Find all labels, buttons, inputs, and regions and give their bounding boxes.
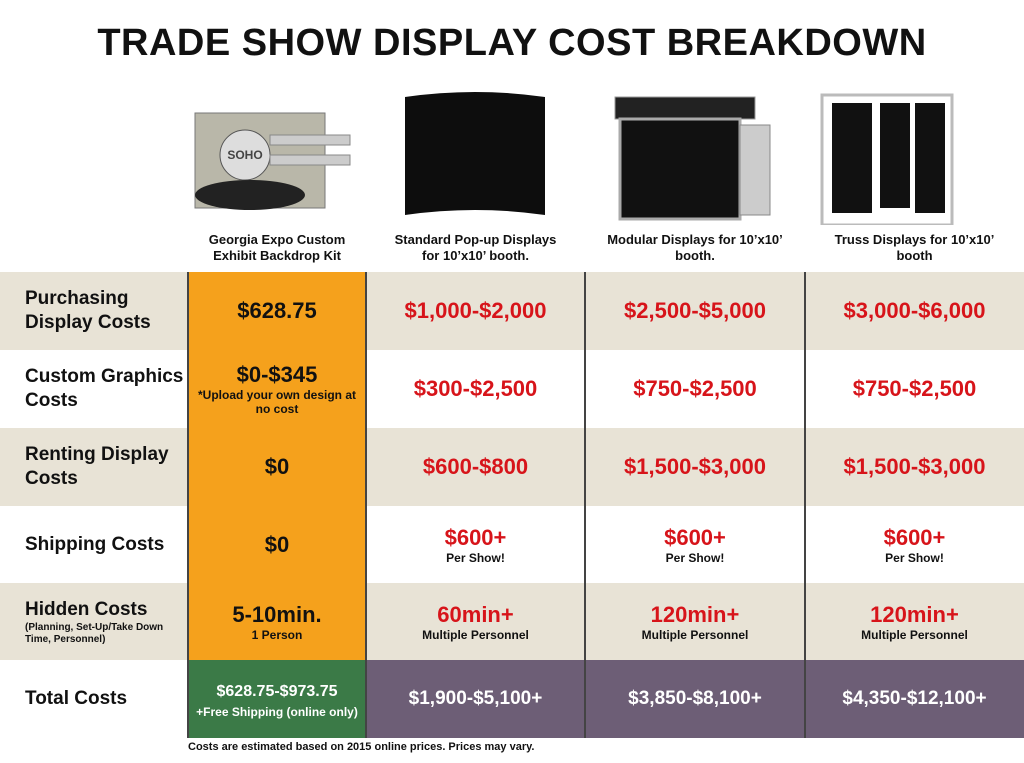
modular-display-image	[614, 96, 771, 221]
cost-cell: 120min+ Multiple Personnel	[805, 583, 1024, 660]
popup-display-image	[405, 92, 545, 215]
row-background	[0, 583, 1024, 660]
cost-cell: 5-10min. 1 Person	[188, 583, 366, 660]
cost-value: 120min+	[870, 601, 959, 627]
row-background	[0, 350, 1024, 428]
row-background	[0, 506, 1024, 583]
row-label: Total Costs	[25, 660, 185, 738]
cost-value: $1,000-$2,000	[404, 298, 547, 323]
cost-cell: $1,500-$3,000	[585, 428, 805, 506]
cost-cell: $4,350-$12,100+	[805, 660, 1024, 738]
row-label-text: Shipping Costs	[25, 533, 165, 555]
cost-value: 60min+	[437, 601, 514, 627]
cost-note: +Free Shipping (online only)	[196, 705, 358, 719]
cost-cell: $300-$2,500	[366, 350, 585, 428]
cost-value: $600-$800	[422, 454, 529, 479]
cost-value: $1,900-$5,100+	[408, 688, 543, 709]
cost-value: $1,500-$3,000	[843, 454, 986, 479]
cost-value: $3,000-$6,000	[843, 298, 986, 323]
cost-note: 1 Person	[251, 627, 303, 642]
backdrop-kit-image: SOHO	[194, 112, 351, 210]
cost-value: $4,350-$12,100+	[842, 688, 987, 709]
column-label: Truss Displays for 10’x10’ booth	[834, 232, 995, 263]
row-label-text: Custom Graphics Costs	[25, 366, 184, 411]
cost-note: Multiple Personnel	[422, 627, 529, 642]
cost-cell: $3,850-$8,100+	[585, 660, 805, 738]
cost-cell: $0	[188, 428, 366, 506]
row-label: Hidden Costs (Planning, Set-Up/Take Down …	[25, 583, 185, 660]
row-label-text: Purchasing Display Costs	[25, 288, 151, 333]
cost-cell: $0-$345 *Upload your own design at no cos…	[188, 350, 366, 428]
cost-cell: $600-$800	[366, 428, 585, 506]
cost-value: $2,500-$5,000	[624, 298, 766, 323]
row-label: Renting Display Costs	[25, 428, 185, 506]
cost-cell: $1,900-$5,100+	[366, 660, 585, 738]
svg-text:SOHO: SOHO	[227, 148, 262, 162]
cost-cell: $1,000-$2,000	[366, 272, 585, 350]
cost-cell: 120min+ Multiple Personnel	[585, 583, 805, 660]
cost-cell: 60min+ Multiple Personnel	[366, 583, 585, 660]
cost-note: Per Show!	[885, 550, 944, 565]
cost-value: $600+	[444, 524, 507, 550]
cost-value: $0	[264, 531, 290, 557]
cost-value: $628.75-$973.75	[216, 683, 338, 700]
cost-cell: $600+ Per Show!	[585, 506, 805, 583]
row-label-text: Total Costs	[25, 688, 128, 709]
cost-cell: $750-$2,500	[585, 350, 805, 428]
cost-note: *Upload your own design at no cost	[197, 388, 356, 416]
cost-cell: $3,000-$6,000	[805, 272, 1024, 350]
row-label-text: Renting Display Costs	[25, 444, 169, 489]
cost-cell: $2,500-$5,000	[585, 272, 805, 350]
cost-value: 120min+	[650, 601, 740, 627]
row-sublabel: (Planning, Set-Up/Take Down Time, Person…	[25, 621, 164, 645]
column-divider	[365, 272, 367, 738]
cost-value: $3,850-$8,100+	[628, 688, 762, 709]
column-label: Modular Displays for 10’x10’ booth.	[607, 232, 783, 263]
cost-note: Multiple Personnel	[861, 627, 968, 642]
cost-cell: $600+ Per Show!	[366, 506, 585, 583]
cost-value: $750-$2,500	[633, 376, 757, 401]
cost-value: $628.75	[237, 298, 317, 323]
cost-value: $600+	[664, 524, 726, 550]
cost-cell: $628.75	[188, 272, 366, 350]
cost-value: $0-$345	[236, 362, 318, 387]
cost-cell: $750-$2,500	[805, 350, 1024, 428]
truss-display-image	[820, 93, 954, 225]
title: TRADE SHOW DISPLAY COST BREAKDOWN	[97, 22, 927, 64]
column-label: Georgia Expo Custom Exhibit Backdrop Kit	[208, 232, 346, 263]
cost-note: Per Show!	[665, 550, 725, 565]
cost-value: $300-$2,500	[413, 376, 538, 401]
cost-cell: $600+ Per Show!	[805, 506, 1024, 583]
cost-value: $0	[264, 454, 290, 479]
cost-value: 5-10min.	[232, 601, 322, 627]
cost-value: $1,500-$3,000	[624, 454, 766, 479]
footnote: Costs are estimated based on 2015 online…	[188, 741, 535, 753]
cost-value: $750-$2,500	[852, 376, 977, 401]
cost-note: Multiple Personnel	[641, 627, 749, 642]
row-background	[0, 272, 1024, 350]
row-label: Custom Graphics Costs	[25, 350, 185, 428]
row-background	[0, 428, 1024, 506]
product-images: SOHO	[194, 92, 954, 225]
row-label: Purchasing Display Costs	[25, 272, 185, 350]
cost-cell: $1,500-$3,000	[805, 428, 1024, 506]
column-label: Standard Pop-up Displays for 10’x10’ boo…	[394, 232, 557, 263]
cost-note: Per Show!	[446, 550, 505, 565]
column-divider	[804, 272, 806, 738]
row-label-text: Hidden Costs	[25, 598, 148, 620]
cost-cell: $628.75-$973.75 +Free Shipping (online on…	[188, 660, 366, 738]
column-divider	[187, 272, 189, 738]
cost-cell: $0	[188, 506, 366, 583]
column-divider	[584, 272, 586, 738]
cost-value: $600+	[883, 524, 946, 550]
row-label: Shipping Costs	[25, 506, 185, 583]
